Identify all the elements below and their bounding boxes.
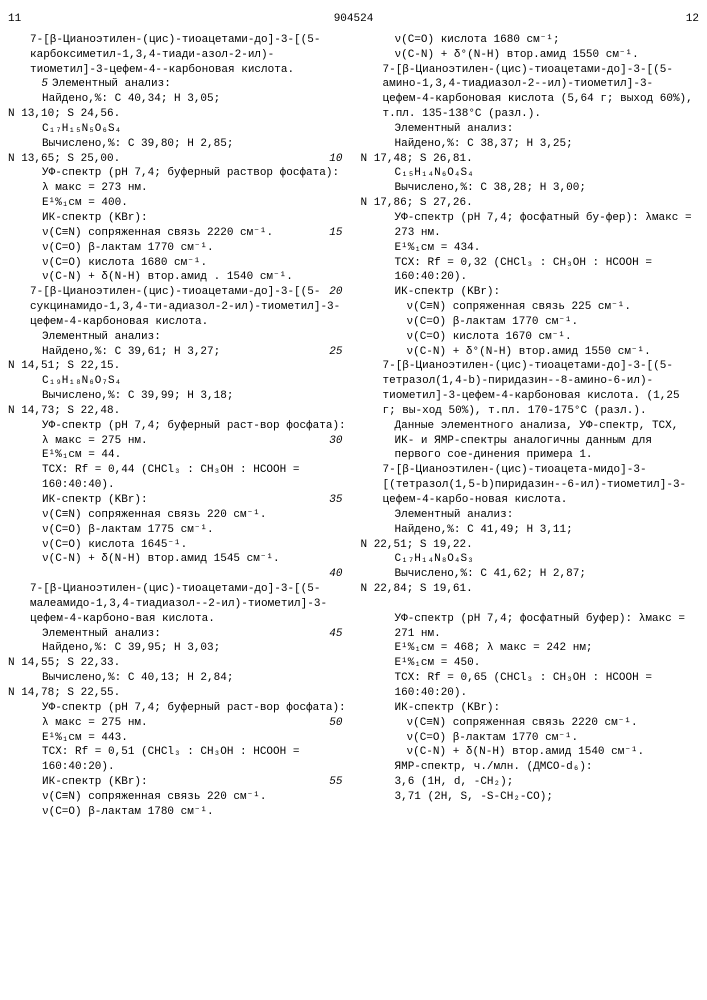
right-column: ν(C=O) кислота 1680 см⁻¹; ν(C-N) + δ°(N-… <box>361 33 700 820</box>
acid-1: ν(C=O) кислота 1680 см⁻¹. <box>8 256 347 271</box>
amid-4: ν(C-N) + δ°(N-H) втор.амид 1550 см⁻¹. <box>361 345 700 360</box>
amid-2: ν(C-N) + δ(N-H) втор.амид 1545 см⁻¹. <box>8 552 347 567</box>
acid-2: ν(C=O) кислота 1645⁻¹. <box>8 538 347 553</box>
cn-6: ν(C≡N) сопряженная связь 2220 см⁻¹. <box>361 716 700 731</box>
page-right: 12 <box>686 12 699 27</box>
tcx-3: ТСХ: Rf = 0,51 (CHCl₃ : CH₃OH : HCOOH = … <box>8 745 347 775</box>
blac-6: ν(C=O) β-лактам 1770 см⁻¹. <box>361 731 700 746</box>
compound-4: 7-[β-Цианоэтилен-(цис)-тиоацетами-до]-3-… <box>361 63 700 122</box>
doc-number: 904524 <box>334 12 374 27</box>
calc-ns-6: N 22,84; S 19,61. <box>361 582 700 597</box>
acid-r: ν(C=O) кислота 1680 см⁻¹; <box>361 33 700 48</box>
calc-2: Вычислено,%: C 39,99; H 3,18; <box>8 389 347 404</box>
formula-2: C₁₉H₁₈N₆O₇S₄ <box>8 374 347 389</box>
note-5: Данные элементного анализа, УФ-спектр, Т… <box>361 419 700 464</box>
compound-6: 7-[β-Цианоэтилен-(цис)-тиоацета-мидо]-3-… <box>361 463 700 508</box>
e-1: E¹%₁см = 400. <box>8 196 347 211</box>
tcx-6: ТСХ: Rf = 0,65 (CHCl₃ : CH₃OH : HCOOH = … <box>361 671 700 701</box>
tcx-4: ТСХ: Rf = 0,32 (CHCl₃ : CH₃OH : HCOOH = … <box>361 256 700 286</box>
calc-6: Вычислено,%: C 41,62; H 2,87; <box>361 567 700 582</box>
calc-3: Вычислено,%: C 40,13; H 2,84; <box>8 671 347 686</box>
elem-analysis-6: Элементный анализ: <box>361 508 700 523</box>
line-index: 5 <box>30 77 48 92</box>
line-index: 40 <box>325 567 343 582</box>
found-4: Найдено,%: C 38,37; H 3,25; <box>361 137 700 152</box>
elem-analysis-3: Элементный анализ: 45 <box>8 627 347 642</box>
line-index: 25 <box>325 345 343 360</box>
nmr-6: ЯМР-спектр, ч./млн. (ДМСО-d₆): <box>361 760 700 775</box>
nmr-line-1: 3,6 (1H, d, -CH₂); <box>361 775 700 790</box>
found-3: Найдено,%: C 39,95; H 3,03; <box>8 641 347 656</box>
ir-3: ИК-спектр (KBr): 55 <box>8 775 347 790</box>
amid-6: ν(C-N) + δ(N-H) втор.амид 1540 см⁻¹. <box>361 745 700 760</box>
found-1: Найдено,%: C 40,34; H 3,05; <box>8 92 347 107</box>
amid-r: ν(C-N) + δ°(N-H) втор.амид 1550 см⁻¹. <box>361 48 700 63</box>
ir-6: ИК-спектр (KBr): <box>361 701 700 716</box>
amid-1: ν(C-N) + δ(N-H) втор.амид . 1540 см⁻¹. <box>8 270 347 285</box>
page-header: 11 904524 12 <box>8 12 699 27</box>
tcx-2: ТСХ: Rf = 0,44 (CHCl₃ : CH₃OH : HCOOH = … <box>8 463 347 493</box>
left-column: 7-[β-Цианоэтилен-(цис)-тиоацетами-до]-3-… <box>8 33 347 820</box>
found-2: Найдено,%: C 39,61; H 3,27; 25 <box>8 345 347 360</box>
ir-4: ИК-спектр (KBr): <box>361 285 700 300</box>
ir-2: ИК-спектр (KBr): 35 <box>8 493 347 508</box>
blac-4: ν(C=O) β-лактам 1770 см⁻¹. <box>361 315 700 330</box>
e-3: E¹%₁см = 443. <box>8 731 347 746</box>
found-6: Найдено,%: C 41,49; H 3,11; <box>361 523 700 538</box>
acid-4: ν(C=O) кислота 1670 см⁻¹. <box>361 330 700 345</box>
blac-2: ν(C=O) β-лактам 1775 см⁻¹. <box>8 523 347 538</box>
spacer: 40 <box>8 567 347 582</box>
compound-5: 7-[β-Цианоэтилен-(цис)-тиоацетами-до]-3-… <box>361 359 700 418</box>
blac-1: ν(C=O) β-лактам 1770 см⁻¹. <box>8 241 347 256</box>
e-6a: E¹%₁см = 468; λ макс = 242 нм; <box>361 641 700 656</box>
cn-4: ν(C≡N) сопряженная связь 225 см⁻¹. <box>361 300 700 315</box>
content-columns: 7-[β-Цианоэтилен-(цис)-тиоацетами-до]-3-… <box>8 33 699 820</box>
line-index: 10 <box>325 152 343 167</box>
line-index: 50 <box>325 716 343 731</box>
cn-2: ν(C≡N) сопряженная связь 220 см⁻¹. <box>8 508 347 523</box>
line-index: 55 <box>325 775 343 790</box>
elem-analysis-2: Элементный анализ: <box>8 330 347 345</box>
page-left: 11 <box>8 12 21 27</box>
e-4: E¹%₁см = 434. <box>361 241 700 256</box>
elem-analysis-4: Элементный анализ: <box>361 122 700 137</box>
uv-1: УФ-спектр (pH 7,4; буферный раствор фосф… <box>8 166 347 196</box>
found-ns-4: N 17,48; S 26,81. <box>361 152 700 167</box>
calc-ns-3: N 14,78; S 22,55. <box>8 686 347 701</box>
found-ns-3: N 14,55; S 22,33. <box>8 656 347 671</box>
calc-ns-2: N 14,73; S 22,48. <box>8 404 347 419</box>
formula-4: C₁₅H₁₄N₆O₄S₄ <box>361 166 700 181</box>
ir-1: ИК-спектр (KBr): <box>8 211 347 226</box>
formula-6: C₁₇H₁₄N₈O₄S₃ <box>361 552 700 567</box>
uv-2: УФ-спектр (pH 7,4; буферный раст-вор фос… <box>8 419 347 449</box>
found-ns-2: N 14,51; S 22,15. <box>8 359 347 374</box>
formula-1: C₁₇H₁₅N₅O₆S₄ <box>8 122 347 137</box>
compound-3: 7-[β-Цианоэтилен-(цис)-тиоацетами-до]-3-… <box>8 582 347 627</box>
found-ns-6: N 22,51; S 19,22. <box>361 538 700 553</box>
elem-analysis-1: 5Элементный анализ: <box>8 77 347 92</box>
calc-4: Вычислено,%: C 38,28; H 3,00; <box>361 181 700 196</box>
compound-1: 7-[β-Цианоэтилен-(цис)-тиоацетами-до]-3-… <box>8 33 347 78</box>
calc-1: Вычислено,%: C 39,80; H 2,85; <box>8 137 347 152</box>
compound-2: 207-[β-Цианоэтилен-(цис)-тиоацетами-до]-… <box>8 285 347 330</box>
uv-4: УФ-спектр (pH 7,4; фосфатный бу-фер): λм… <box>361 211 700 241</box>
e-6b: E¹%₁см = 450. <box>361 656 700 671</box>
cn-3: ν(C≡N) сопряженная связь 220 см⁻¹. <box>8 790 347 805</box>
uv-6: УФ-спектр (pH 7,4; фосфатный буфер): λма… <box>361 612 700 642</box>
uv-3: УФ-спектр (pH 7,4; буферный раст-вор фос… <box>8 701 347 731</box>
line-index: 35 <box>325 493 343 508</box>
line-index: 15 <box>325 226 343 241</box>
blac-3: ν(C=O) β-лактам 1780 см⁻¹. <box>8 805 347 820</box>
line-index: 20 <box>325 285 343 300</box>
spacer <box>361 597 700 612</box>
e-2: E¹%₁см = 44. <box>8 448 347 463</box>
nmr-line-2: 3,71 (2H, S, -S-CH₂-CO); <box>361 790 700 805</box>
cn-1: ν(C≡N) сопряженная связь 2220 см⁻¹. 15 <box>8 226 347 241</box>
line-index: 30 <box>325 434 343 449</box>
found-ns-1: N 13,10; S 24,56. <box>8 107 347 122</box>
line-index: 45 <box>325 627 343 642</box>
calc-ns-1: N 13,65; S 25,00. 10 <box>8 152 347 167</box>
calc-ns-4: N 17,86; S 27,26. <box>361 196 700 211</box>
